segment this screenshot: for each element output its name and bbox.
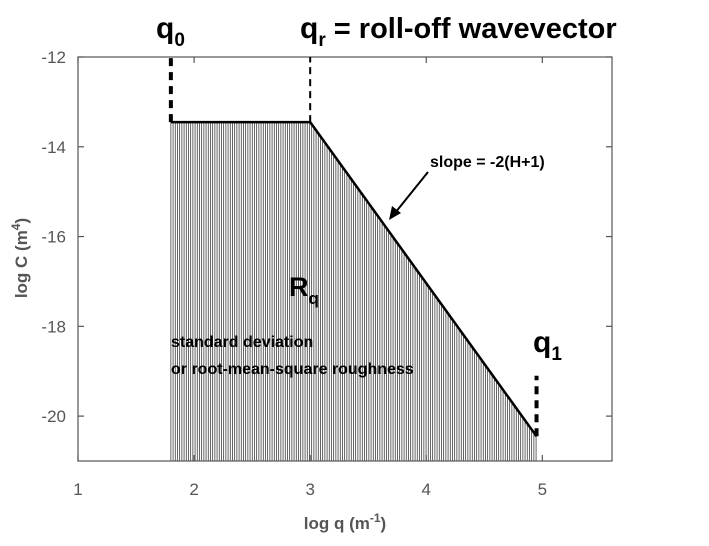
plot-area-border: [77, 56, 613, 462]
std-annotation-line1: standard deviation: [171, 334, 313, 351]
q0-annotation: q0: [156, 12, 185, 51]
shaded-area: [170, 122, 537, 461]
y-tick-label: -18: [41, 317, 66, 336]
y-tick-label: -16: [41, 228, 66, 247]
y-tick-label: -20: [41, 407, 66, 426]
y-ticks: -12 -14 -16 -18 -20: [41, 48, 612, 426]
x-axis-label: log q (m-1): [304, 511, 386, 533]
y-axis-label: log C (m4): [9, 218, 31, 298]
x-tick-label: 4: [422, 480, 431, 499]
qr-annotation: qr = roll-off wavevector: [300, 12, 617, 51]
y-tick-label: -14: [41, 138, 66, 157]
rq-annotation: Rq: [289, 272, 319, 308]
slope-arrowhead: [389, 206, 401, 220]
x-ticks: 1 2 3 4 5: [73, 57, 547, 499]
y-tick-label: -12: [41, 48, 66, 67]
q1-annotation: q1: [533, 326, 562, 365]
x-tick-label: 5: [538, 480, 547, 499]
x-tick-label: 3: [305, 480, 314, 499]
x-tick-label: 1: [73, 480, 82, 499]
x-tick-label: 2: [189, 480, 198, 499]
slope-annotation: slope = -2(H+1): [430, 154, 545, 171]
slope-arrow-shaft: [394, 171, 429, 214]
std-annotation-line2: or root-mean-square roughness: [171, 361, 414, 378]
